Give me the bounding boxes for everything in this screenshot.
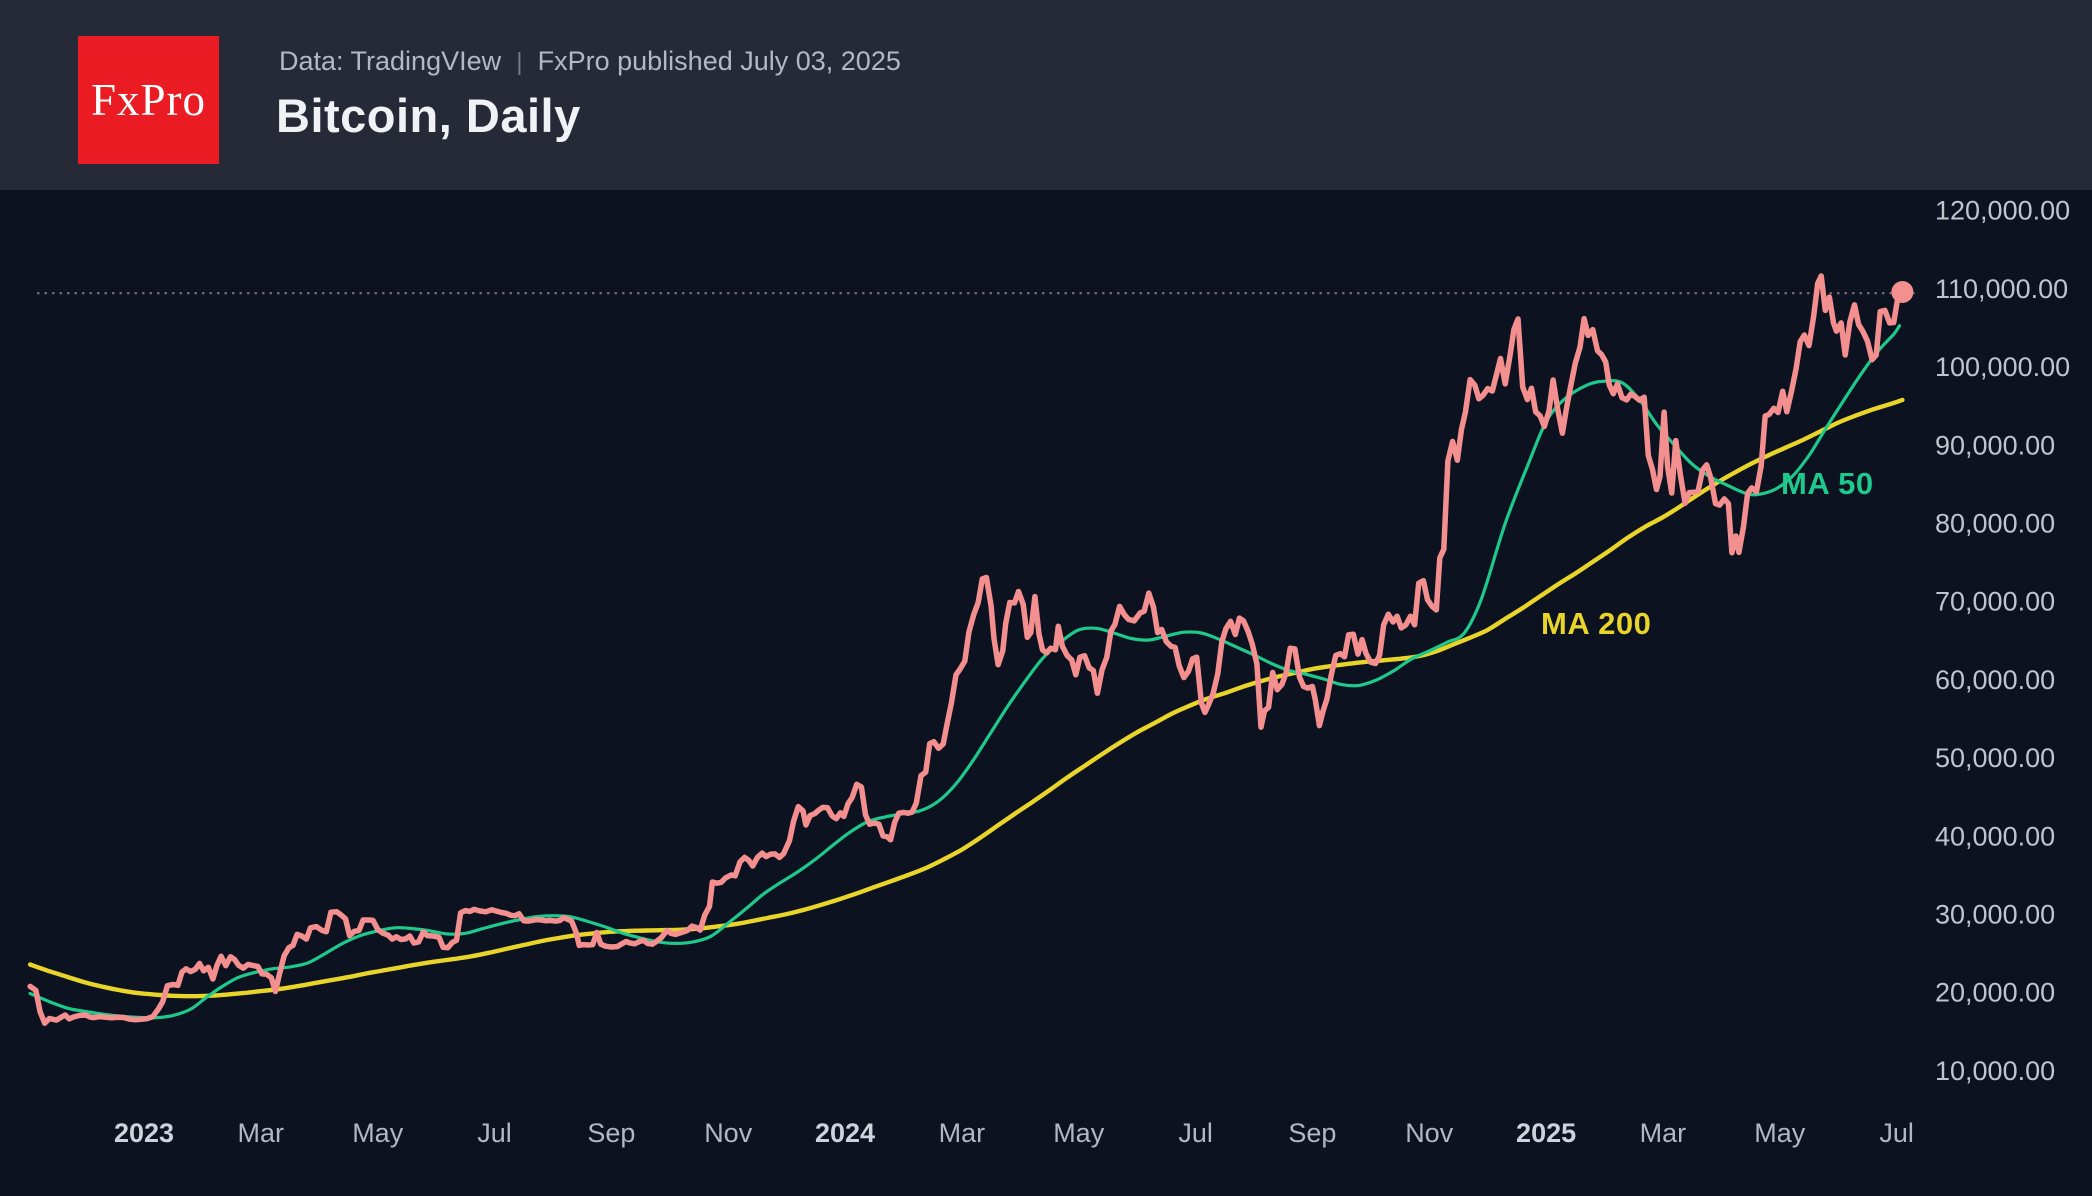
- y-axis-tick-label: 60,000.00: [1935, 665, 2055, 695]
- y-axis-tick-label: 50,000.00: [1935, 743, 2055, 773]
- x-axis-tick-label: Nov: [704, 1118, 753, 1148]
- series-line-btc-price-usd: [27, 273, 1906, 1026]
- y-axis-tick-label: 80,000.00: [1935, 509, 2055, 539]
- y-axis-tick-label: 20,000.00: [1935, 978, 2055, 1008]
- y-axis-tick-label: 10,000.00: [1935, 1056, 2055, 1086]
- fxpro-logo-text: FxPro: [90, 75, 207, 125]
- y-axis-tick-label: 110,000.00: [1935, 274, 2068, 304]
- series-line-ma-200: [27, 397, 1905, 999]
- published-text: FxPro published July 03, 2025: [537, 46, 901, 76]
- x-axis-tick-label: May: [1053, 1118, 1105, 1148]
- x-axis-tick-label: Sep: [1288, 1118, 1336, 1148]
- ma200-line-label: MA 200: [1541, 606, 1652, 641]
- ma50-line-label: MA 50: [1781, 466, 1874, 501]
- x-axis-tick-label: Nov: [1405, 1118, 1454, 1148]
- x-axis-tick-label: 2025: [1516, 1118, 1576, 1148]
- y-axis-tick-label: 120,000.00: [1935, 196, 2070, 226]
- y-axis-tick-label: 30,000.00: [1935, 900, 2055, 930]
- x-axis-tick-label: Mar: [238, 1118, 285, 1148]
- x-axis-tick-label: 2024: [815, 1118, 875, 1148]
- series-line-ma-50: [28, 324, 1902, 1020]
- y-axis-tick-label: 40,000.00: [1935, 821, 2055, 851]
- separator: |: [516, 48, 523, 76]
- x-axis-tick-label: Jul: [1879, 1118, 1914, 1148]
- y-axis-tick-label: 100,000.00: [1935, 352, 2070, 382]
- header-bar: FxPro Data: TradingVIew | FxPro published …: [0, 0, 2092, 190]
- y-axis-tick-label: 90,000.00: [1935, 430, 2055, 460]
- x-axis-tick-label: May: [1754, 1118, 1806, 1148]
- x-axis-tick-label: Sep: [587, 1118, 635, 1148]
- last-price-dot: [1891, 281, 1914, 303]
- x-axis-tick-label: Jul: [477, 1118, 512, 1148]
- y-axis-tick-label: 70,000.00: [1935, 587, 2055, 617]
- data-source-text: Data: TradingVIew: [279, 46, 502, 76]
- page-title: Bitcoin, Daily: [276, 89, 581, 142]
- chart-source-line: Data: TradingVIew | FxPro published July 0…: [279, 46, 901, 77]
- fxpro-logo: FxPro: [78, 36, 219, 164]
- x-axis-tick-label: 2023: [114, 1118, 174, 1148]
- x-axis-tick-label: May: [352, 1118, 404, 1148]
- x-axis-tick-label: Jul: [1178, 1118, 1213, 1148]
- x-axis-tick-label: Mar: [939, 1118, 986, 1148]
- x-axis-tick-label: Mar: [1640, 1118, 1687, 1148]
